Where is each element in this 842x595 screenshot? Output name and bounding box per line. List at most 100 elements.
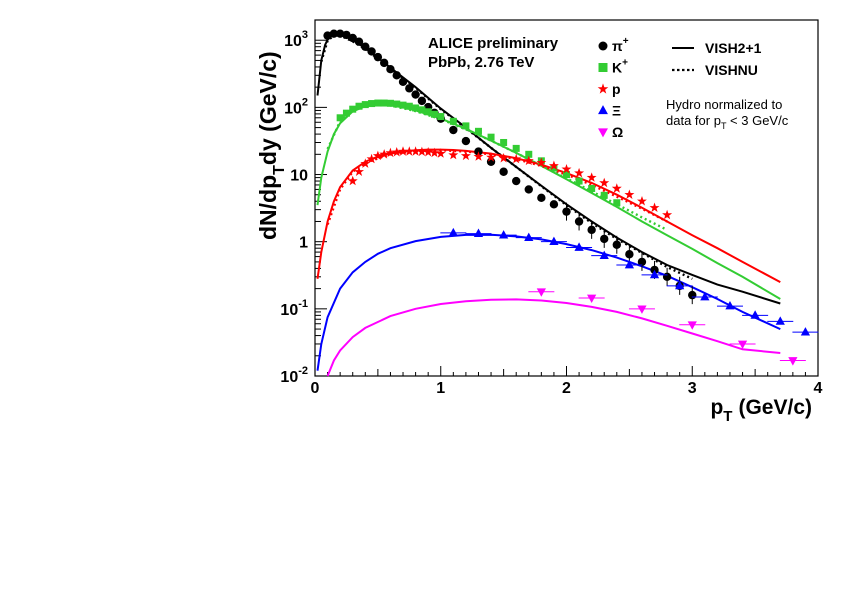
data-point	[473, 228, 484, 237]
data-point	[404, 146, 415, 156]
data-point	[536, 288, 546, 297]
x-tick-label: 2	[562, 380, 571, 397]
data-point	[417, 96, 427, 106]
data-point	[448, 149, 459, 160]
legend-marker-3	[598, 105, 608, 115]
data-point	[449, 117, 457, 125]
x-tick-labels: 0 1 2 3 4	[311, 380, 823, 397]
data-point	[625, 250, 634, 259]
note-line-2: data for pT < 3 GeV/c	[666, 113, 789, 131]
y-tick-label: 1	[299, 235, 308, 252]
data-point	[512, 176, 521, 186]
data-point	[380, 99, 388, 107]
data-point	[487, 133, 495, 141]
data-point	[360, 158, 371, 168]
data-point	[574, 217, 584, 226]
legend-label-0: π+	[612, 36, 629, 54]
x-tick-label: 4	[814, 380, 823, 397]
data-point	[385, 147, 396, 158]
data-point	[499, 230, 509, 239]
data-point	[587, 294, 597, 304]
data-point	[347, 175, 358, 186]
data-point	[448, 227, 458, 237]
data-point	[649, 269, 660, 279]
y-axis-title: dN/dpTdy (GeV/c)	[255, 51, 288, 240]
x-axis-title: pT (GeV/c)	[710, 396, 812, 425]
data-point	[416, 146, 427, 156]
y-tick-label: 10	[290, 168, 308, 185]
data-point	[574, 167, 585, 178]
data-point	[523, 155, 534, 166]
data-point	[336, 114, 344, 122]
data-point	[788, 357, 798, 366]
data-point	[411, 90, 420, 99]
data-point	[588, 184, 596, 192]
data-point	[405, 84, 414, 93]
data-point	[624, 259, 634, 269]
curve-solid-1	[316, 103, 781, 300]
annotation-line-2: PbPb, 2.76 TeV	[428, 54, 534, 71]
y-axis-title-rest: dy (GeV/c)	[255, 51, 281, 165]
data-point	[550, 164, 558, 172]
data-point	[423, 147, 434, 157]
x-axis-title-sub: T	[723, 408, 732, 425]
model-legend-label-vishnu: VISHNU	[705, 62, 758, 78]
data-point	[498, 153, 509, 163]
data-point	[449, 125, 458, 135]
data-point	[548, 160, 559, 170]
data-point	[662, 209, 673, 220]
data-point	[361, 42, 370, 51]
data-point	[435, 148, 446, 158]
data-point	[462, 122, 470, 130]
data-point	[624, 189, 635, 199]
data-point	[437, 113, 445, 121]
data-point	[418, 106, 426, 114]
data-point	[599, 177, 610, 188]
legend-marker-4	[598, 128, 608, 138]
data-point	[737, 340, 748, 349]
data-point	[537, 193, 546, 203]
data-point	[367, 47, 376, 56]
data-point	[424, 108, 432, 116]
x-axis-title-main: p	[710, 396, 723, 419]
data-point	[637, 305, 647, 314]
x-axis-title-unit: (GeV/c)	[738, 396, 812, 419]
data-point	[393, 100, 401, 108]
data-point	[800, 327, 811, 336]
data-point	[599, 250, 609, 259]
data-point	[587, 225, 596, 235]
data-point	[750, 310, 760, 319]
data-point	[379, 58, 389, 68]
data-point	[373, 52, 383, 62]
data-point	[372, 150, 383, 161]
data-point	[637, 196, 647, 206]
data-point	[500, 138, 508, 146]
legend-marker-0	[598, 41, 608, 51]
data-point	[524, 185, 533, 194]
data-point	[586, 172, 597, 182]
legend-label-3: Ξ	[612, 103, 621, 119]
data-point	[775, 316, 785, 325]
y-tick-label: 10-2	[280, 365, 308, 386]
data-point	[348, 33, 357, 43]
data-points	[323, 29, 819, 366]
data-point	[354, 166, 364, 176]
data-point	[662, 272, 672, 282]
model-curves	[316, 33, 781, 377]
data-point	[460, 150, 471, 161]
data-point	[366, 153, 377, 164]
data-point	[355, 102, 363, 110]
data-point	[429, 147, 440, 158]
note-line-2-rest: < 3 GeV/c	[726, 113, 788, 128]
axis-ticks	[314, 19, 819, 377]
data-point	[524, 232, 534, 241]
note-line-2-main: data for p	[666, 113, 721, 128]
data-point	[700, 291, 710, 301]
data-point	[511, 153, 522, 164]
legend-label-4: Ω	[612, 124, 623, 140]
data-point	[600, 234, 609, 244]
note-line-1: Hydro normalized to	[666, 97, 782, 112]
legend-label-2: p	[612, 81, 621, 97]
data-point	[335, 29, 345, 38]
